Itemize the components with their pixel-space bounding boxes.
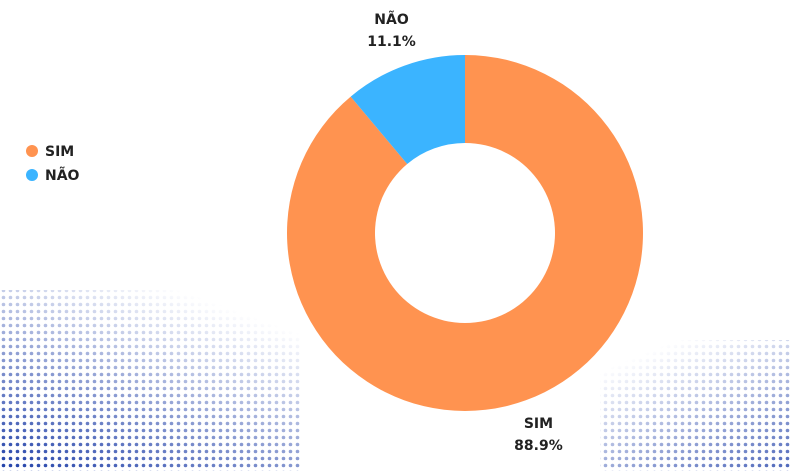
legend-marker xyxy=(26,145,38,157)
legend-label: NÃO xyxy=(45,167,80,184)
value-label: 11.1% xyxy=(367,34,416,50)
decoration xyxy=(0,290,300,471)
decoration xyxy=(600,340,791,471)
value-label: 88.9% xyxy=(514,438,563,454)
slice-label: SIM xyxy=(524,416,553,432)
slice xyxy=(287,55,643,412)
legend-label: SIM xyxy=(45,144,74,160)
slice-label: NÃO xyxy=(374,11,409,28)
legend-marker xyxy=(26,169,38,181)
slice xyxy=(350,55,465,165)
